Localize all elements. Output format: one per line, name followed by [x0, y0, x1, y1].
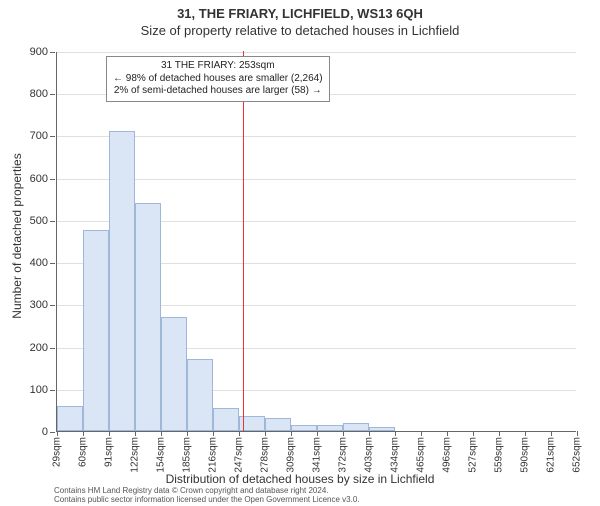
y-tick — [50, 305, 55, 306]
x-tick-label: 496sqm — [442, 437, 453, 473]
x-tick — [447, 431, 448, 436]
x-tick — [291, 431, 292, 436]
histogram-bar — [343, 423, 369, 431]
x-tick-label: 559sqm — [494, 437, 505, 473]
y-tick-label: 700 — [30, 130, 48, 142]
x-tick — [135, 431, 136, 436]
x-tick-label: 29sqm — [52, 437, 63, 467]
y-tick-label: 400 — [30, 257, 48, 269]
histogram-bar — [265, 418, 291, 431]
y-tick-label: 800 — [30, 88, 48, 100]
y-tick — [50, 52, 55, 53]
y-tick — [50, 94, 55, 95]
x-tick-label: 372sqm — [338, 437, 349, 473]
x-tick — [577, 431, 578, 436]
x-tick — [213, 431, 214, 436]
x-tick-label: 403sqm — [364, 437, 375, 473]
histogram-bar — [291, 425, 317, 431]
y-tick — [50, 221, 55, 222]
x-tick-label: 154sqm — [156, 437, 167, 473]
y-tick-label: 900 — [30, 46, 48, 58]
x-tick-label: 122sqm — [130, 437, 141, 473]
x-tick — [109, 431, 110, 436]
y-tick — [50, 179, 55, 180]
histogram-bar — [213, 408, 239, 431]
x-tick-label: 60sqm — [78, 437, 89, 467]
x-tick — [525, 431, 526, 436]
property-marker-line — [243, 51, 244, 431]
y-tick-label: 500 — [30, 215, 48, 227]
x-tick-label: 91sqm — [104, 437, 115, 467]
histogram-bar — [317, 425, 343, 431]
y-tick — [50, 432, 55, 433]
histogram-bar — [109, 131, 135, 431]
x-tick-label: 652sqm — [572, 437, 583, 473]
histogram-bar — [369, 427, 395, 431]
y-tick — [50, 390, 55, 391]
x-tick — [187, 431, 188, 436]
x-tick — [83, 431, 84, 436]
histogram-bar — [83, 230, 109, 431]
x-tick — [343, 431, 344, 436]
x-tick — [317, 431, 318, 436]
x-axis-label: Distribution of detached houses by size … — [0, 472, 600, 486]
x-tick — [57, 431, 58, 436]
x-tick — [265, 431, 266, 436]
y-tick — [50, 263, 55, 264]
x-tick — [473, 431, 474, 436]
x-tick — [161, 431, 162, 436]
histogram-bar — [187, 359, 213, 431]
y-tick — [50, 136, 55, 137]
gridline — [57, 52, 576, 53]
x-tick — [499, 431, 500, 436]
annotation-line-2: ← 98% of detached houses are smaller (2,… — [113, 73, 323, 86]
chart-title-main: 31, THE FRIARY, LICHFIELD, WS13 6QH — [0, 6, 600, 21]
y-tick-label: 0 — [42, 426, 48, 438]
x-tick-label: 590sqm — [520, 437, 531, 473]
x-tick-label: 216sqm — [208, 437, 219, 473]
annotation-line-1: 31 THE FRIARY: 253sqm — [113, 60, 323, 73]
histogram-bar — [57, 406, 83, 431]
x-tick-label: 278sqm — [260, 437, 271, 473]
y-axis-label: Number of detached properties — [10, 153, 24, 318]
footer-attribution: Contains HM Land Registry data © Crown c… — [54, 486, 590, 504]
x-tick — [421, 431, 422, 436]
annotation-line-3: 2% of semi-detached houses are larger (5… — [113, 85, 323, 98]
x-tick-label: 527sqm — [468, 437, 479, 473]
footer-line-1: Contains HM Land Registry data © Crown c… — [54, 486, 590, 495]
histogram-bar — [135, 203, 161, 431]
y-tick — [50, 348, 55, 349]
x-tick-label: 309sqm — [286, 437, 297, 473]
x-tick — [369, 431, 370, 436]
footer-line-2: Contains public sector information licen… — [54, 495, 590, 504]
x-tick-label: 434sqm — [390, 437, 401, 473]
plot-area: 010020030040050060070080090029sqm60sqm91… — [56, 52, 576, 432]
x-tick — [239, 431, 240, 436]
chart-title-sub: Size of property relative to detached ho… — [0, 23, 600, 38]
x-tick-label: 341sqm — [312, 437, 323, 473]
x-tick-label: 247sqm — [234, 437, 245, 473]
y-tick-label: 600 — [30, 173, 48, 185]
x-tick — [395, 431, 396, 436]
y-tick-label: 300 — [30, 299, 48, 311]
x-tick-label: 465sqm — [416, 437, 427, 473]
y-tick-label: 100 — [30, 384, 48, 396]
x-tick-label: 621sqm — [546, 437, 557, 473]
annotation-box: 31 THE FRIARY: 253sqm ← 98% of detached … — [106, 56, 330, 102]
histogram-bar — [161, 317, 187, 431]
x-tick — [551, 431, 552, 436]
x-tick-label: 185sqm — [182, 437, 193, 473]
chart-area: 010020030040050060070080090029sqm60sqm91… — [56, 52, 576, 432]
y-tick-label: 200 — [30, 342, 48, 354]
